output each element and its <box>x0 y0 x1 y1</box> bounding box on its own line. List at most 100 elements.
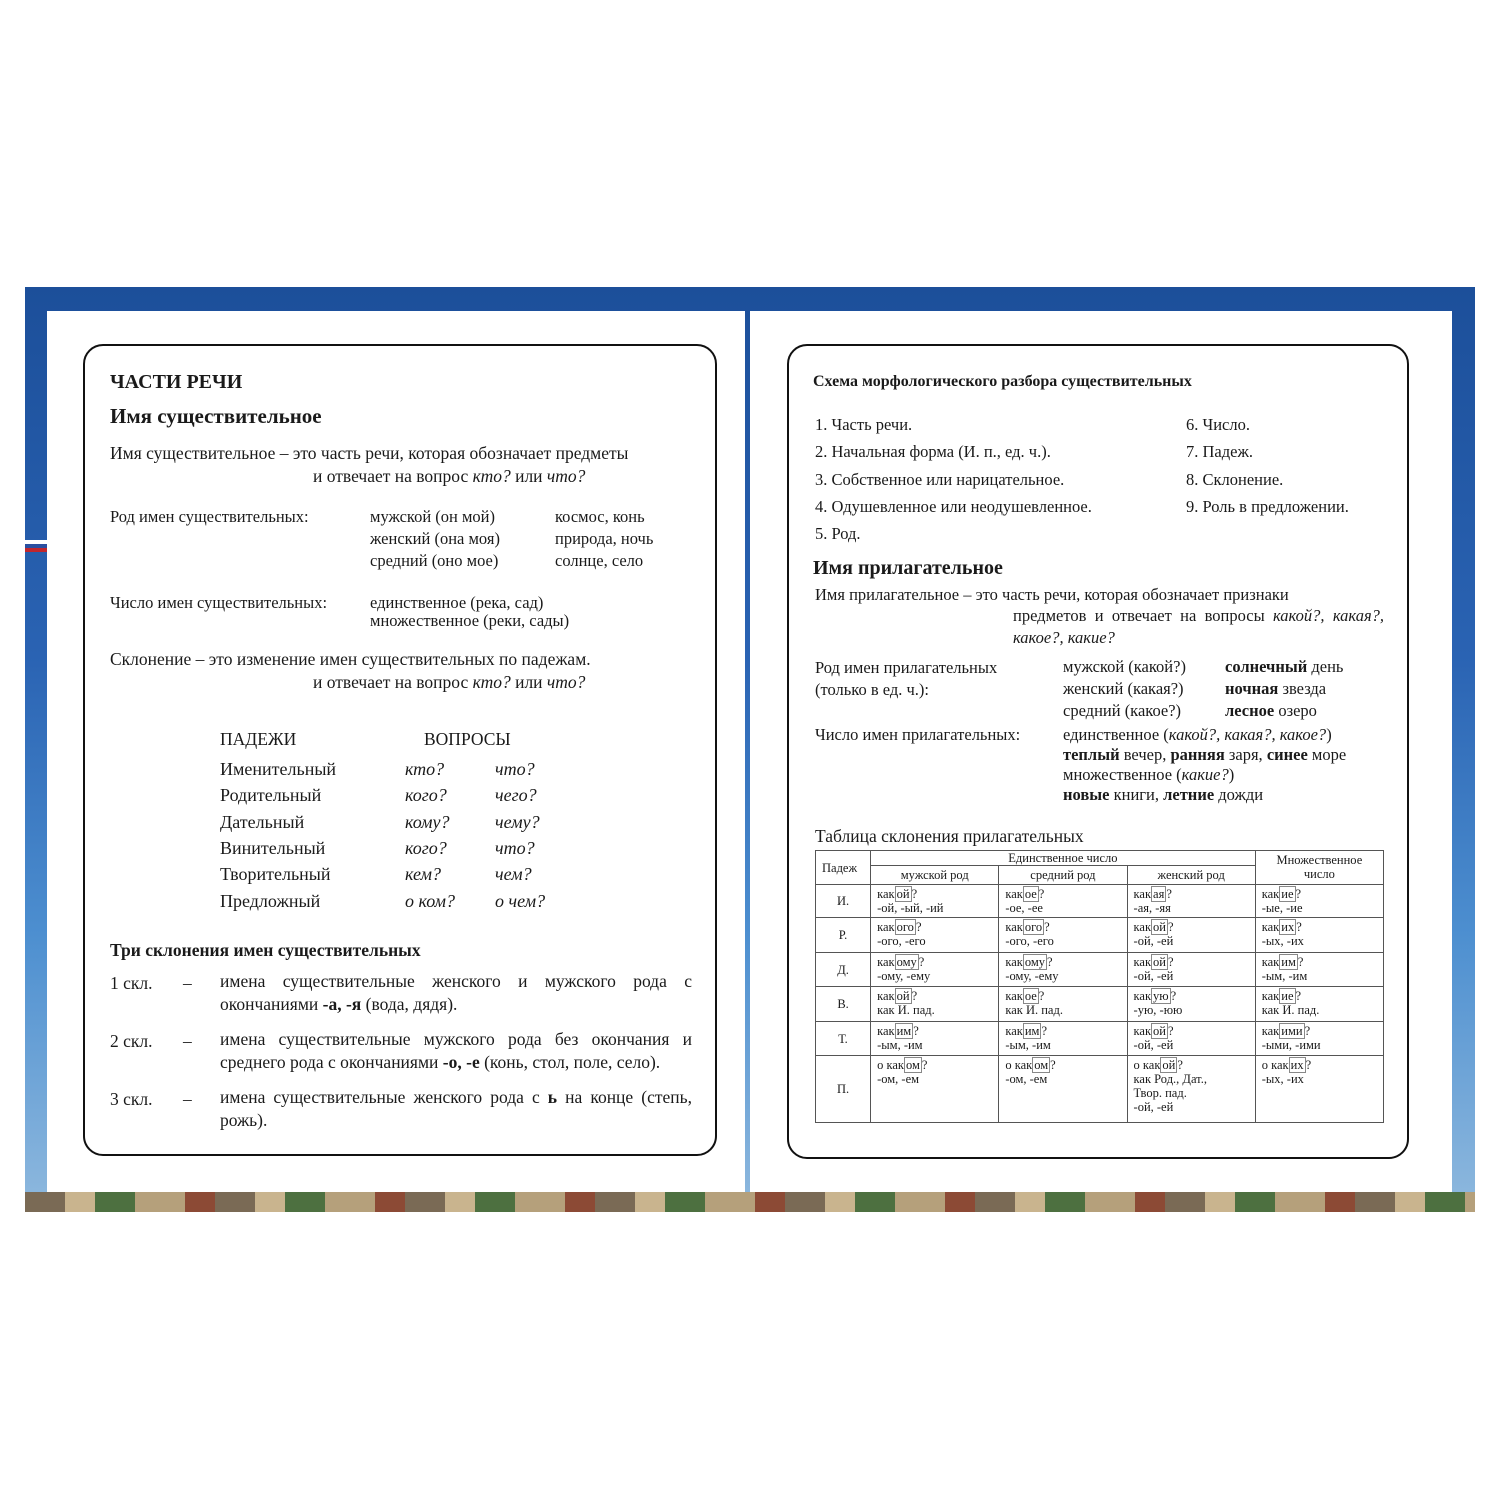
text: теплый <box>1063 745 1120 764</box>
text: ранняя <box>1170 745 1225 764</box>
cell: как ая? -ая, -яя <box>1126 884 1256 918</box>
cell: как их? -ых, -их <box>1254 917 1385 953</box>
text: ? <box>1295 887 1302 901</box>
ending: ом <box>1032 1057 1051 1073</box>
flag <box>25 540 47 552</box>
text: ? <box>1044 920 1050 934</box>
text: и отвечает на вопрос <box>313 672 473 692</box>
text: -ого, -его <box>877 934 926 948</box>
text: как <box>1005 920 1023 934</box>
text: -ым, -им <box>877 1038 923 1052</box>
title: Имя прилагательное <box>813 557 1003 579</box>
text: ? <box>1305 1058 1312 1072</box>
text: -ых, -их <box>1261 934 1304 948</box>
text: вечер, <box>1119 745 1171 764</box>
definition: Имя существительное – это часть речи, ко… <box>110 443 629 463</box>
text: (вода, дядя). <box>361 994 458 1014</box>
text: о как <box>1005 1058 1033 1072</box>
case-name: Именительный <box>220 759 337 779</box>
text: множественное (реки, сады) <box>370 611 570 630</box>
cell: как ой? как И. пад. <box>870 986 1000 1022</box>
text: космос, конь <box>555 507 645 526</box>
question: что? <box>495 837 535 858</box>
text: ? <box>1170 989 1177 1003</box>
text: как И. пад. <box>1005 1003 1063 1017</box>
question: что? <box>495 759 535 779</box>
example: солнечный день <box>1225 657 1344 676</box>
row: П. о как ом? -ом, -ем о как ом? -ом, -ем о как о… <box>814 1055 1385 1123</box>
text: и отвечает на вопрос кто? или что? <box>313 672 585 692</box>
ending: ого <box>894 919 916 935</box>
text: ночная <box>1225 679 1279 698</box>
text: ? <box>1168 1024 1174 1038</box>
text: ? <box>1047 955 1053 969</box>
text: звезда <box>1278 679 1327 698</box>
text: как <box>877 1024 895 1038</box>
cell: как ого? -ого, -его <box>998 917 1128 953</box>
word: как ого? <box>877 919 992 935</box>
word: как ую? <box>1134 988 1249 1004</box>
definition: предметов и отвечает на вопросы какой?, … <box>1013 605 1384 649</box>
word: как ая? <box>1134 886 1249 902</box>
word: как ие? <box>1262 988 1377 1004</box>
label: Род имен существительных: <box>110 507 309 526</box>
word: как их? <box>1262 919 1377 935</box>
question: чем? <box>495 864 532 885</box>
question: кем? <box>405 864 441 885</box>
cell: как им? -ым, -им <box>870 1021 1000 1056</box>
text: солнце, село <box>555 551 644 570</box>
text: ь <box>547 1087 558 1107</box>
text: -ом, -ем <box>877 1072 920 1086</box>
question: кого? <box>405 837 447 858</box>
text: множественное ( <box>1063 765 1182 784</box>
ending: ой <box>1151 1023 1168 1039</box>
text: -ых, -их <box>1261 1072 1304 1086</box>
text: предметов и отвечает на вопросы <box>1013 606 1273 625</box>
text: единственное (какой?, какая?, какое?) <box>1063 725 1332 744</box>
cell: о как ом? -ом, -ем <box>998 1055 1128 1123</box>
word: как ого? <box>1005 919 1120 935</box>
text: -ое, -ее <box>1005 901 1043 915</box>
text: ? <box>1038 989 1045 1003</box>
text: озеро <box>1274 701 1317 720</box>
ending: ой <box>1151 954 1168 970</box>
cell: как ому? -ому, -ему <box>870 952 1000 987</box>
text: синее <box>1266 745 1308 764</box>
text: как Род., Дат., <box>1133 1072 1207 1086</box>
list-item: 1. Часть речи. <box>815 415 913 434</box>
text: о как <box>1261 1058 1289 1072</box>
text: какой?, какая?, какое?, какие? <box>1013 606 1384 647</box>
text: мужской (он мой) <box>370 507 495 526</box>
text: женский (она моя) <box>370 529 500 548</box>
case: И. <box>814 884 872 918</box>
label: Число имен существительных: <box>110 593 328 612</box>
text: -ому, -ему <box>1005 969 1059 983</box>
ending: ой <box>894 988 912 1004</box>
definition: Имя прилагательное – это часть речи, кот… <box>815 585 1289 604</box>
heading: ЧАСТИ РЕЧИ <box>110 371 243 393</box>
case-name: Творительный <box>220 864 331 885</box>
text: день <box>1307 657 1344 676</box>
text: -ую, -юю <box>1133 1003 1183 1017</box>
text: как <box>1133 1024 1152 1038</box>
cell: как ие? как И. пад. <box>1254 986 1385 1022</box>
header: мужской род <box>870 865 1000 885</box>
title: Имя существительное <box>110 404 322 428</box>
question: кому? <box>405 811 450 832</box>
word: о как их? <box>1261 1057 1377 1073</box>
row: Т. как им? -ым, -им как им? -ым, -им как ой? -ой,… <box>814 1021 1385 1056</box>
text: ? <box>918 955 925 969</box>
list-item: 2. Начальная форма (И. п., ед. ч.). <box>815 442 1051 462</box>
row: И. как ой? -ой, -ый, -ий как ое? -ое, -ее как ая… <box>814 884 1385 918</box>
text: ? <box>1295 989 1302 1003</box>
ending: ое <box>1022 988 1039 1004</box>
text: ) <box>1326 725 1332 744</box>
case: Д. <box>814 952 872 987</box>
ending: им <box>1279 954 1298 970</box>
text: как <box>1261 955 1280 969</box>
text: -ым, -им <box>1261 969 1308 983</box>
example: лесное озеро <box>1225 701 1317 720</box>
ending: им <box>894 1023 914 1039</box>
word: как им? <box>877 1023 992 1039</box>
text: как <box>1133 955 1152 969</box>
